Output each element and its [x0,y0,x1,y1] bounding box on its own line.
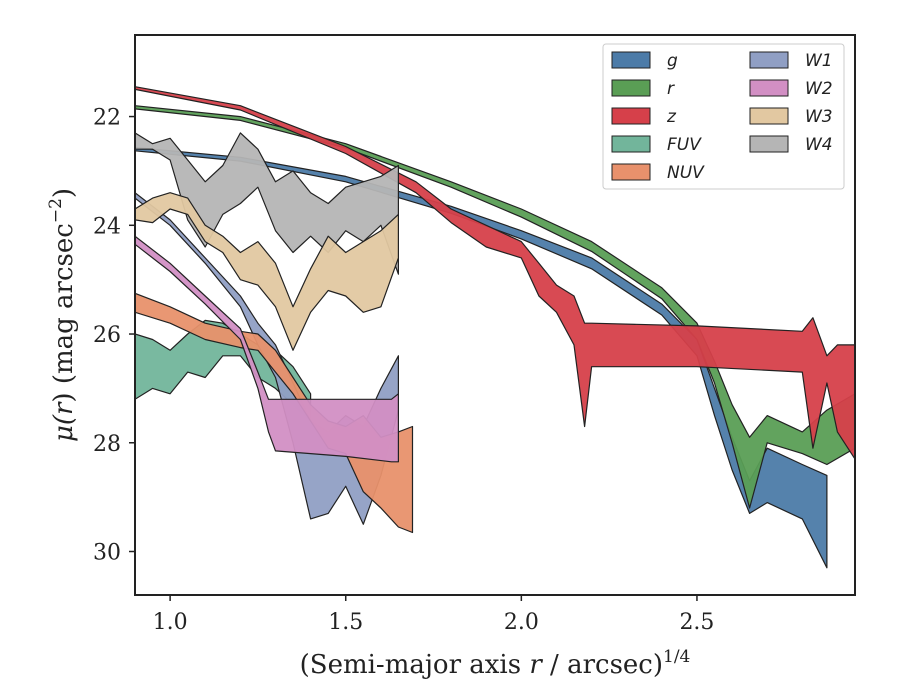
y-tick-label: 26 [93,323,121,348]
legend-entry-z: z [611,107,677,127]
legend-label: NUV [667,163,705,183]
x-tick-label: 2.0 [504,610,539,635]
legend-swatch [749,107,789,125]
legend-swatch [611,135,651,153]
band-NUV [135,292,414,534]
profile-bands [135,86,855,569]
legend-label: W2 [805,79,833,99]
legend-swatch [611,79,651,97]
y-tick-label: 22 [93,106,121,131]
y-axis-label: μ(r) (mag arcsec−2) [46,188,79,442]
legend-entry-W3: W3 [749,107,833,127]
plot-frame [134,34,856,596]
x-tick-label: 1.5 [328,610,363,635]
legend-swatch [611,107,651,125]
x-axis-label: (Semi-major axis r / arcsec)1/4 [300,647,691,680]
band-W3 [135,192,399,351]
legend-entry-NUV: NUV [611,163,705,183]
legend-label: W1 [805,51,833,71]
legend-label: r [667,79,675,99]
legend-label: W3 [805,107,833,127]
legend-entry-W1: W1 [749,51,833,71]
y-tick-label: 24 [93,214,121,239]
legend-entry-FUV: FUV [611,135,702,155]
legend-swatch [749,51,789,69]
legend-entry-g: g [611,51,678,71]
band-W2 [135,235,399,463]
band-z [135,86,855,460]
legend-entry-r: r [611,79,675,99]
y-tick-label: 30 [93,541,121,566]
legend: grz FUV NUV W1 W2 W3 W4 [602,43,845,190]
legend-label: FUV [667,135,702,155]
legend-swatch [749,79,789,97]
legend-label: g [667,51,678,71]
y-axis-ticks: 22 24 26 28 30 [93,106,135,566]
legend-swatch [611,163,651,181]
band-r [135,105,855,509]
legend-entry-W2: W2 [749,79,833,99]
legend-label: z [666,107,677,127]
x-tick-label: 2.5 [679,610,714,635]
legend-label: W4 [805,135,833,155]
y-tick-label: 28 [93,432,121,457]
legend-entries: grz FUV NUV W1 W2 W3 W4 [611,51,833,183]
legend-entry-W4: W4 [749,135,833,155]
x-axis-ticks: 1.0 1.5 2.0 2.5 [153,595,714,635]
x-tick-label: 1.0 [153,610,188,635]
legend-swatch [611,51,651,69]
legend-swatch [749,135,789,153]
